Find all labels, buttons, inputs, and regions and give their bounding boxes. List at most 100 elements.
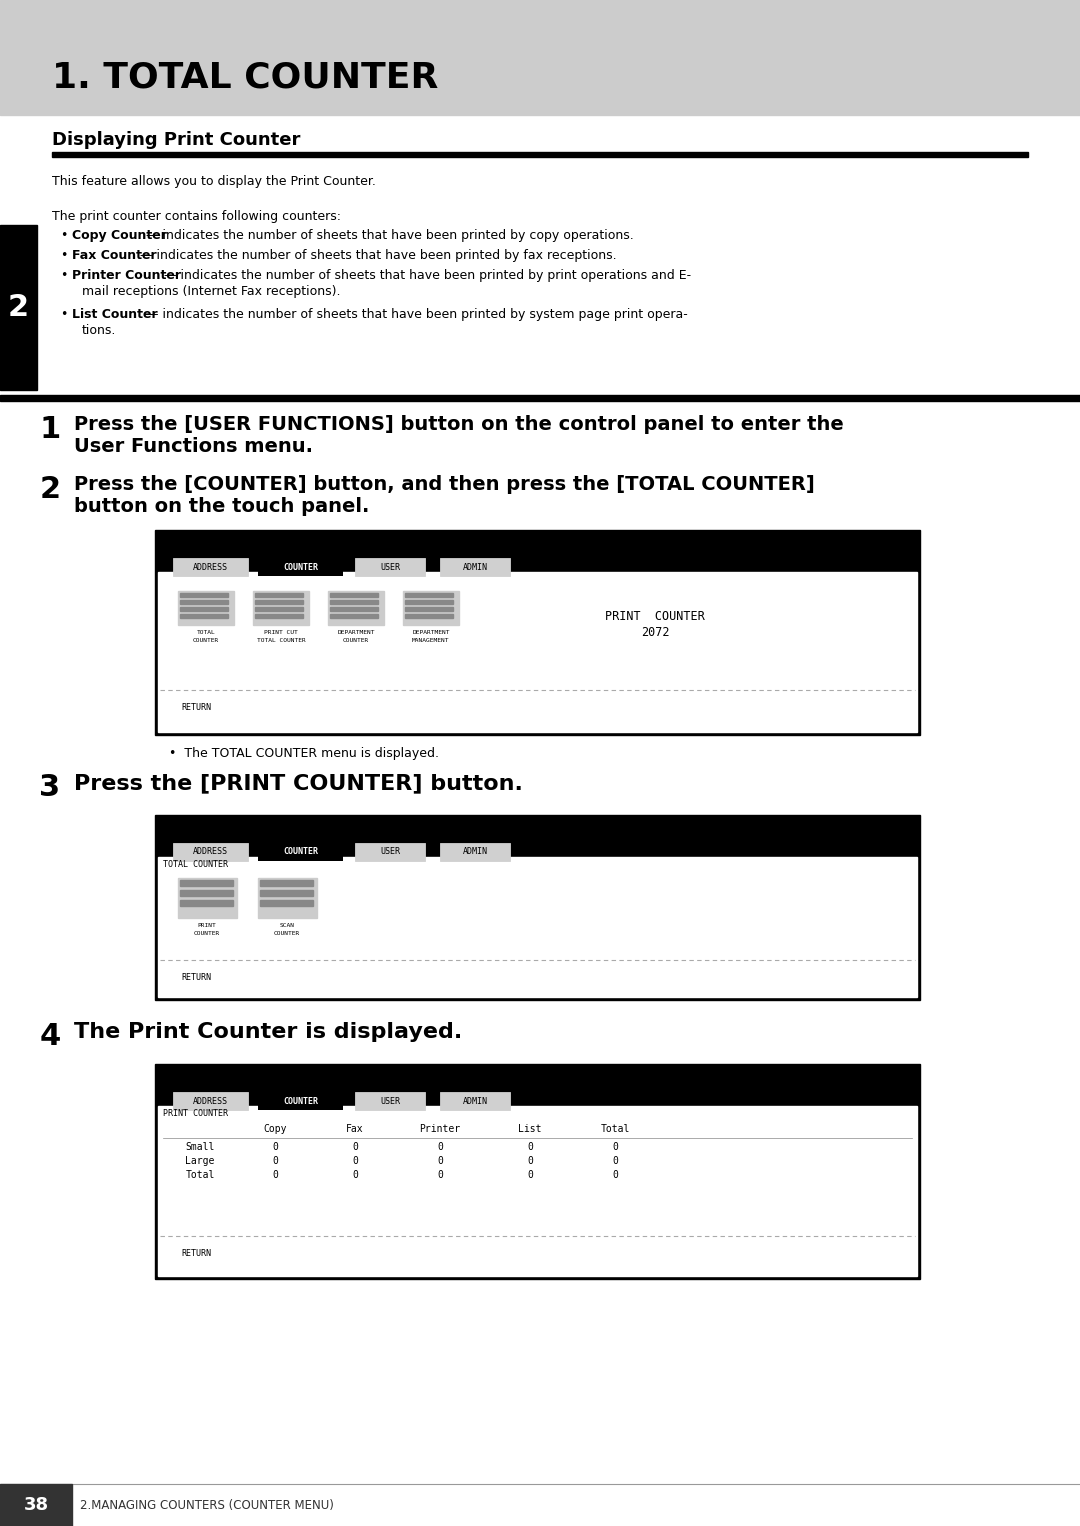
Text: •: • bbox=[60, 269, 67, 282]
Text: PRINT  COUNTER: PRINT COUNTER bbox=[605, 610, 705, 623]
Text: Displaying Print Counter: Displaying Print Counter bbox=[52, 131, 300, 150]
Text: TOTAL COUNTER: TOTAL COUNTER bbox=[163, 861, 228, 868]
Text: •: • bbox=[60, 308, 67, 320]
Text: 4: 4 bbox=[39, 1022, 60, 1051]
Text: SCAN: SCAN bbox=[280, 923, 295, 928]
Text: List Counter: List Counter bbox=[72, 308, 158, 320]
Text: Large: Large bbox=[186, 1157, 215, 1166]
Bar bbox=[253, 591, 309, 626]
Bar bbox=[175, 874, 240, 940]
Bar bbox=[0, 395, 1080, 401]
Bar bbox=[405, 613, 453, 618]
Text: 0: 0 bbox=[612, 1157, 618, 1166]
Text: Total: Total bbox=[600, 1125, 630, 1134]
Bar bbox=[173, 1093, 248, 1109]
Bar bbox=[180, 594, 228, 597]
Bar bbox=[0, 0, 1080, 114]
Text: DEPARTMENT: DEPARTMENT bbox=[337, 630, 375, 635]
Text: COUNTER: COUNTER bbox=[283, 563, 318, 572]
Text: Press the [USER FUNCTIONS] button on the control panel to enter the: Press the [USER FUNCTIONS] button on the… bbox=[75, 415, 843, 433]
Bar bbox=[258, 559, 343, 575]
Text: Fax Counter: Fax Counter bbox=[72, 249, 157, 262]
Text: 38: 38 bbox=[24, 1495, 49, 1514]
FancyBboxPatch shape bbox=[167, 1242, 226, 1264]
Bar bbox=[52, 153, 1028, 157]
Text: Press the [COUNTER] button, and then press the [TOTAL COUNTER]: Press the [COUNTER] button, and then pre… bbox=[75, 475, 814, 494]
Bar bbox=[255, 613, 303, 618]
Bar bbox=[440, 1093, 510, 1109]
Bar bbox=[255, 594, 303, 597]
Text: 2.MANAGING COUNTERS (COUNTER MENU): 2.MANAGING COUNTERS (COUNTER MENU) bbox=[80, 1499, 334, 1511]
Text: 0: 0 bbox=[612, 1170, 618, 1180]
Bar bbox=[255, 600, 303, 604]
Bar bbox=[258, 1093, 343, 1109]
Text: COUNTER: COUNTER bbox=[193, 638, 219, 642]
Text: RETURN: RETURN bbox=[181, 972, 212, 981]
Bar bbox=[440, 559, 510, 575]
Text: COUNTER: COUNTER bbox=[283, 847, 318, 856]
Bar bbox=[355, 559, 426, 575]
Bar bbox=[173, 842, 248, 861]
Text: MANAGEMENT: MANAGEMENT bbox=[413, 638, 449, 642]
Bar bbox=[403, 591, 459, 626]
Text: — indicates the number of sheets that have been printed by print operations and : — indicates the number of sheets that ha… bbox=[160, 269, 691, 282]
Text: ADMIN: ADMIN bbox=[462, 1097, 487, 1105]
Text: •  The TOTAL COUNTER menu is displayed.: • The TOTAL COUNTER menu is displayed. bbox=[168, 748, 438, 760]
Bar bbox=[330, 594, 378, 597]
Bar bbox=[260, 890, 313, 896]
Bar bbox=[180, 881, 233, 887]
Bar bbox=[405, 600, 453, 604]
Bar bbox=[180, 613, 228, 618]
Bar bbox=[156, 1064, 920, 1279]
Text: Small: Small bbox=[186, 1141, 215, 1152]
Bar bbox=[258, 842, 343, 861]
Bar bbox=[158, 858, 917, 996]
Text: List: List bbox=[518, 1125, 542, 1134]
Text: 0: 0 bbox=[352, 1157, 357, 1166]
Bar bbox=[0, 224, 37, 391]
Bar bbox=[405, 607, 453, 610]
Bar bbox=[330, 600, 378, 604]
Text: TOTAL: TOTAL bbox=[197, 630, 215, 635]
Text: COUNTER: COUNTER bbox=[342, 638, 369, 642]
Text: 1: 1 bbox=[39, 415, 60, 444]
Text: Total: Total bbox=[186, 1170, 215, 1180]
Text: 2072: 2072 bbox=[640, 626, 670, 639]
FancyBboxPatch shape bbox=[167, 966, 226, 987]
Text: USER: USER bbox=[380, 563, 400, 572]
Bar bbox=[156, 530, 920, 736]
Text: Copy Counter: Copy Counter bbox=[72, 229, 167, 243]
Text: 0: 0 bbox=[437, 1157, 443, 1166]
Text: 0: 0 bbox=[437, 1170, 443, 1180]
Text: ADDRESS: ADDRESS bbox=[193, 563, 228, 572]
Text: DEPARTMENT: DEPARTMENT bbox=[413, 630, 449, 635]
Bar bbox=[330, 613, 378, 618]
Text: — indicates the number of sheets that have been printed by fax receptions.: — indicates the number of sheets that ha… bbox=[136, 249, 617, 262]
Text: PRINT: PRINT bbox=[198, 923, 216, 928]
Text: 0: 0 bbox=[272, 1157, 278, 1166]
Text: Printer Counter: Printer Counter bbox=[72, 269, 181, 282]
Bar bbox=[178, 877, 237, 919]
Text: COUNTER: COUNTER bbox=[194, 931, 220, 935]
Bar bbox=[180, 607, 228, 610]
Text: 0: 0 bbox=[527, 1170, 532, 1180]
Text: ADDRESS: ADDRESS bbox=[193, 847, 228, 856]
Text: button on the touch panel.: button on the touch panel. bbox=[75, 497, 369, 516]
Text: PRINT CUT: PRINT CUT bbox=[265, 630, 298, 635]
Bar bbox=[180, 900, 233, 906]
Bar bbox=[440, 842, 510, 861]
Text: 0: 0 bbox=[527, 1157, 532, 1166]
Text: 0: 0 bbox=[527, 1141, 532, 1152]
Text: mail receptions (Internet Fax receptions).: mail receptions (Internet Fax receptions… bbox=[82, 285, 340, 298]
Text: Fax: Fax bbox=[347, 1125, 364, 1134]
Text: 0: 0 bbox=[272, 1170, 278, 1180]
Bar bbox=[175, 588, 237, 650]
Text: 0: 0 bbox=[437, 1141, 443, 1152]
Bar bbox=[180, 890, 233, 896]
Text: 2: 2 bbox=[8, 293, 28, 322]
Bar bbox=[180, 600, 228, 604]
Text: User Functions menu.: User Functions menu. bbox=[75, 436, 313, 456]
Text: USER: USER bbox=[380, 1097, 400, 1105]
Bar bbox=[158, 1106, 917, 1276]
Text: 0: 0 bbox=[272, 1141, 278, 1152]
